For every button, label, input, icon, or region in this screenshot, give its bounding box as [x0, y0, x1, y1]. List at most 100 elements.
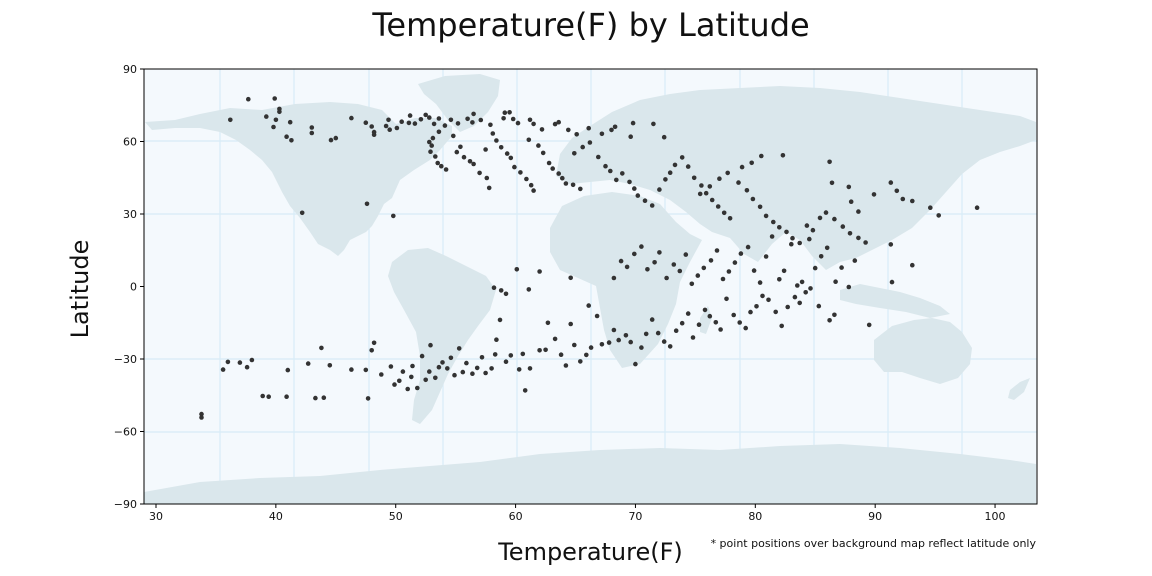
- data-point: [501, 116, 506, 121]
- data-point: [515, 120, 521, 126]
- africa-landmass: [550, 192, 702, 368]
- data-point: [527, 366, 533, 371]
- data-point: [526, 287, 532, 292]
- data-point: [620, 171, 625, 176]
- data-point: [285, 367, 291, 373]
- data-point: [738, 251, 744, 256]
- data-point: [409, 374, 414, 380]
- data-point: [852, 258, 858, 263]
- data-point: [249, 357, 255, 363]
- data-point: [568, 275, 573, 281]
- data-point: [630, 120, 636, 126]
- data-point: [829, 180, 835, 186]
- south-america-landmass: [388, 248, 496, 424]
- data-point: [599, 342, 605, 347]
- data-point: [423, 377, 429, 383]
- data-point: [780, 153, 786, 158]
- data-point: [936, 213, 941, 218]
- madagascar-landmass: [700, 306, 712, 334]
- data-point: [910, 262, 915, 268]
- data-point: [739, 164, 745, 170]
- data-point: [750, 196, 756, 202]
- data-point: [363, 367, 369, 373]
- data-point: [550, 166, 555, 171]
- data-point: [465, 116, 470, 122]
- data-point: [454, 149, 460, 155]
- data-point: [386, 117, 391, 123]
- data-point: [448, 355, 454, 361]
- data-point: [540, 150, 546, 156]
- data-point: [763, 213, 769, 219]
- data-point: [399, 119, 405, 124]
- data-point: [848, 199, 854, 204]
- data-point: [427, 369, 432, 374]
- data-point: [618, 258, 624, 264]
- data-point: [707, 184, 713, 189]
- data-point: [777, 225, 782, 230]
- data-point: [484, 175, 490, 181]
- y-axis: 90 60 30 0 −30 −60 −90: [114, 63, 144, 511]
- data-point: [406, 120, 412, 126]
- data-point: [789, 241, 794, 247]
- data-point: [639, 345, 644, 350]
- x-tick-label: 80: [748, 510, 762, 523]
- data-point: [516, 367, 522, 372]
- data-point: [584, 352, 589, 358]
- data-point: [364, 201, 370, 207]
- data-point: [319, 345, 324, 351]
- data-point: [570, 182, 576, 188]
- data-point: [795, 283, 800, 288]
- data-point: [365, 396, 371, 401]
- data-point: [760, 293, 765, 299]
- data-point: [556, 119, 561, 125]
- data-point: [539, 127, 545, 132]
- x-tick-label: 60: [509, 510, 523, 523]
- data-point: [695, 273, 701, 278]
- data-point: [725, 170, 730, 176]
- data-point: [412, 121, 418, 126]
- data-point: [612, 124, 618, 130]
- data-point: [599, 131, 605, 137]
- data-point: [388, 364, 394, 369]
- data-point: [661, 339, 667, 344]
- data-point: [748, 309, 753, 315]
- data-point: [405, 386, 411, 392]
- data-point: [429, 143, 435, 148]
- data-point: [489, 366, 494, 371]
- data-point: [272, 96, 278, 101]
- data-point: [606, 340, 612, 345]
- data-point: [594, 313, 600, 319]
- data-point: [333, 135, 339, 141]
- data-point: [649, 317, 655, 322]
- data-point: [701, 265, 707, 271]
- data-point: [228, 117, 233, 123]
- data-point: [309, 125, 315, 130]
- data-point: [832, 216, 837, 222]
- data-point: [623, 333, 629, 338]
- data-point: [696, 322, 702, 328]
- data-point: [439, 163, 444, 169]
- x-tick-label: 70: [628, 510, 642, 523]
- data-point: [745, 244, 751, 250]
- y-tick-label: 0: [130, 281, 137, 294]
- data-point: [287, 119, 293, 125]
- data-point: [486, 185, 492, 191]
- data-point: [391, 213, 396, 219]
- data-point: [763, 254, 769, 259]
- data-point: [503, 359, 509, 365]
- data-point: [689, 281, 695, 287]
- data-point: [673, 328, 679, 334]
- data-point: [846, 184, 852, 190]
- data-point: [627, 179, 632, 185]
- data-point: [727, 216, 733, 221]
- data-point: [394, 125, 400, 131]
- data-point: [720, 276, 726, 282]
- data-point: [199, 411, 204, 417]
- data-point: [477, 170, 482, 176]
- data-point: [436, 129, 442, 135]
- data-point: [497, 317, 503, 323]
- data-point: [537, 348, 542, 353]
- data-point: [363, 120, 369, 125]
- data-point: [531, 121, 536, 127]
- data-point: [498, 288, 504, 293]
